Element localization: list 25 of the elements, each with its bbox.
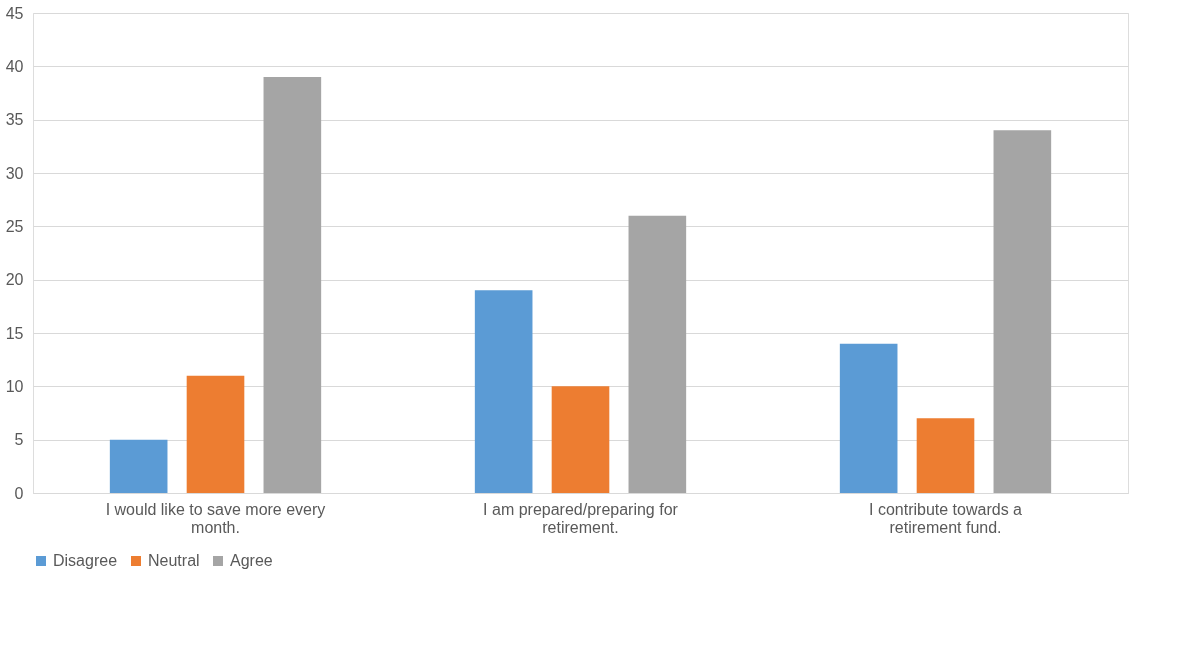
- y-tick-label: 15: [5, 324, 24, 342]
- bar: [839, 343, 898, 493]
- legend-label: Disagree: [53, 552, 118, 569]
- y-tick-label: 35: [5, 111, 24, 129]
- x-tick-label: I contribute towards a retirement fund.: [869, 500, 1023, 536]
- x-tick-label: I would like to save more every month.: [105, 500, 326, 536]
- bar: [993, 130, 1052, 493]
- bar: [474, 290, 533, 493]
- y-tick-label: 20: [5, 271, 24, 289]
- bar: [628, 215, 687, 493]
- bar: [186, 375, 245, 493]
- bar: [109, 439, 168, 493]
- x-tick-label: I am prepared/preparing for retirement.: [483, 500, 679, 536]
- bar: [551, 386, 610, 493]
- bar: [916, 418, 975, 493]
- y-tick-label: 5: [14, 431, 24, 449]
- legend-label: Neutral: [148, 552, 200, 569]
- y-tick-label: 30: [5, 164, 24, 182]
- y-tick-label: 25: [5, 217, 24, 235]
- legend-label: Agree: [230, 552, 273, 569]
- y-tick-label: 40: [5, 57, 24, 75]
- y-tick-label: 45: [5, 4, 24, 22]
- y-tick-label: 10: [5, 377, 24, 395]
- bar: [263, 77, 322, 493]
- y-tick-label: 0: [14, 484, 24, 502]
